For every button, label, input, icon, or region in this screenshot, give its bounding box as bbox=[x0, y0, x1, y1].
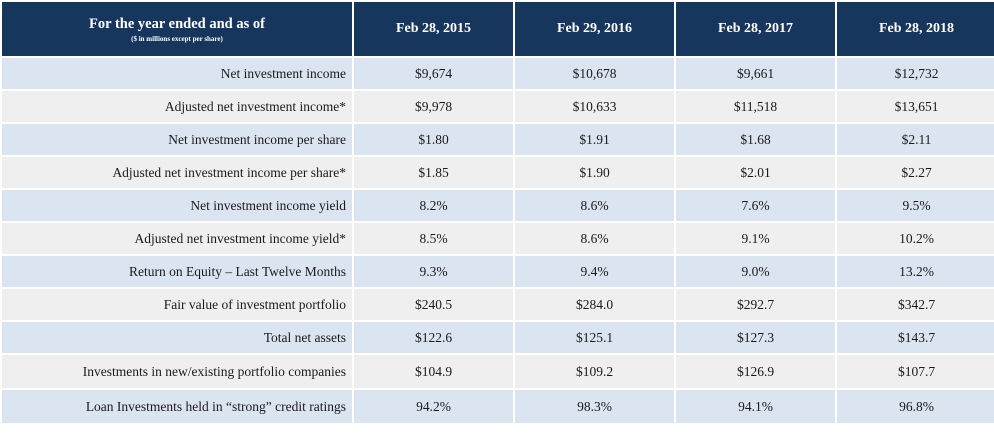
row-label: Adjusted net investment income yield* bbox=[2, 223, 352, 254]
table-cell: 9.4% bbox=[515, 256, 674, 287]
table-cell: $2.27 bbox=[837, 157, 994, 188]
table-cell: 13.2% bbox=[837, 256, 994, 287]
table-row: Adjusted net investment income* $9,978 $… bbox=[2, 91, 994, 122]
table-cell: $9,674 bbox=[354, 58, 513, 89]
table-cell: $1.85 bbox=[354, 157, 513, 188]
table-row: Adjusted net investment income per share… bbox=[2, 157, 994, 188]
table-cell: $12,732 bbox=[837, 58, 994, 89]
table-cell: 98.3% bbox=[515, 390, 674, 423]
table-cell: $2.01 bbox=[676, 157, 835, 188]
table-row: Net investment income yield 8.2% 8.6% 7.… bbox=[2, 190, 994, 221]
table-cell: $342.7 bbox=[837, 289, 994, 320]
table-cell: $10,633 bbox=[515, 91, 674, 122]
table-cell: 8.5% bbox=[354, 223, 513, 254]
header-corner: For the year ended and as of ($ in milli… bbox=[2, 2, 352, 56]
header-row: For the year ended and as of ($ in milli… bbox=[2, 2, 994, 56]
table-cell: $104.9 bbox=[354, 355, 513, 388]
row-label: Return on Equity – Last Twelve Months bbox=[2, 256, 352, 287]
table-row: Total net assets $122.6 $125.1 $127.3 $1… bbox=[2, 322, 994, 353]
column-header-2016: Feb 29, 2016 bbox=[515, 2, 674, 56]
table-cell: 7.6% bbox=[676, 190, 835, 221]
table-cell: $1.80 bbox=[354, 124, 513, 155]
row-label: Adjusted net investment income per share… bbox=[2, 157, 352, 188]
table-cell: $107.7 bbox=[837, 355, 994, 388]
table-row: Loan Investments held in “strong” credit… bbox=[2, 390, 994, 423]
header-title: For the year ended and as of bbox=[89, 15, 265, 32]
row-label: Fair value of investment portfolio bbox=[2, 289, 352, 320]
table-cell: $292.7 bbox=[676, 289, 835, 320]
row-label: Loan Investments held in “strong” credit… bbox=[2, 390, 352, 423]
table-cell: $10,678 bbox=[515, 58, 674, 89]
table-row: Investments in new/existing portfolio co… bbox=[2, 355, 994, 388]
table-cell: $11,518 bbox=[676, 91, 835, 122]
table-cell: 8.6% bbox=[515, 190, 674, 221]
table-cell: 94.2% bbox=[354, 390, 513, 423]
table-cell: $1.68 bbox=[676, 124, 835, 155]
table-cell: $109.2 bbox=[515, 355, 674, 388]
table-cell: 9.1% bbox=[676, 223, 835, 254]
table-row: Adjusted net investment income yield* 8.… bbox=[2, 223, 994, 254]
table-cell: 9.3% bbox=[354, 256, 513, 287]
table-cell: 10.2% bbox=[837, 223, 994, 254]
table-cell: 8.2% bbox=[354, 190, 513, 221]
row-label: Total net assets bbox=[2, 322, 352, 353]
table-cell: $126.9 bbox=[676, 355, 835, 388]
row-label: Net investment income yield bbox=[2, 190, 352, 221]
table-cell: 94.1% bbox=[676, 390, 835, 423]
table-cell: $240.5 bbox=[354, 289, 513, 320]
table-cell: $1.91 bbox=[515, 124, 674, 155]
table-cell: $9,978 bbox=[354, 91, 513, 122]
header-note: ($ in millions except per share) bbox=[131, 34, 223, 43]
row-label: Net investment income per share bbox=[2, 124, 352, 155]
table-row: Return on Equity – Last Twelve Months 9.… bbox=[2, 256, 994, 287]
table-cell: $143.7 bbox=[837, 322, 994, 353]
table-cell: $13,651 bbox=[837, 91, 994, 122]
table-cell: $122.6 bbox=[354, 322, 513, 353]
row-label: Adjusted net investment income* bbox=[2, 91, 352, 122]
table-row: Fair value of investment portfolio $240.… bbox=[2, 289, 994, 320]
table-cell: 8.6% bbox=[515, 223, 674, 254]
column-header-2017: Feb 28, 2017 bbox=[676, 2, 835, 56]
table-cell: 9.0% bbox=[676, 256, 835, 287]
table-cell: 96.8% bbox=[837, 390, 994, 423]
table-cell: $284.0 bbox=[515, 289, 674, 320]
table-cell: $125.1 bbox=[515, 322, 674, 353]
table-cell: $2.11 bbox=[837, 124, 994, 155]
table-cell: $9,661 bbox=[676, 58, 835, 89]
column-header-2018: Feb 28, 2018 bbox=[837, 2, 994, 56]
row-label: Net investment income bbox=[2, 58, 352, 89]
table-cell: $127.3 bbox=[676, 322, 835, 353]
table-cell: $1.90 bbox=[515, 157, 674, 188]
table-row: Net investment income per share $1.80 $1… bbox=[2, 124, 994, 155]
table-cell: 9.5% bbox=[837, 190, 994, 221]
table-row: Net investment income $9,674 $10,678 $9,… bbox=[2, 58, 994, 89]
column-header-2015: Feb 28, 2015 bbox=[354, 2, 513, 56]
row-label: Investments in new/existing portfolio co… bbox=[2, 355, 352, 388]
